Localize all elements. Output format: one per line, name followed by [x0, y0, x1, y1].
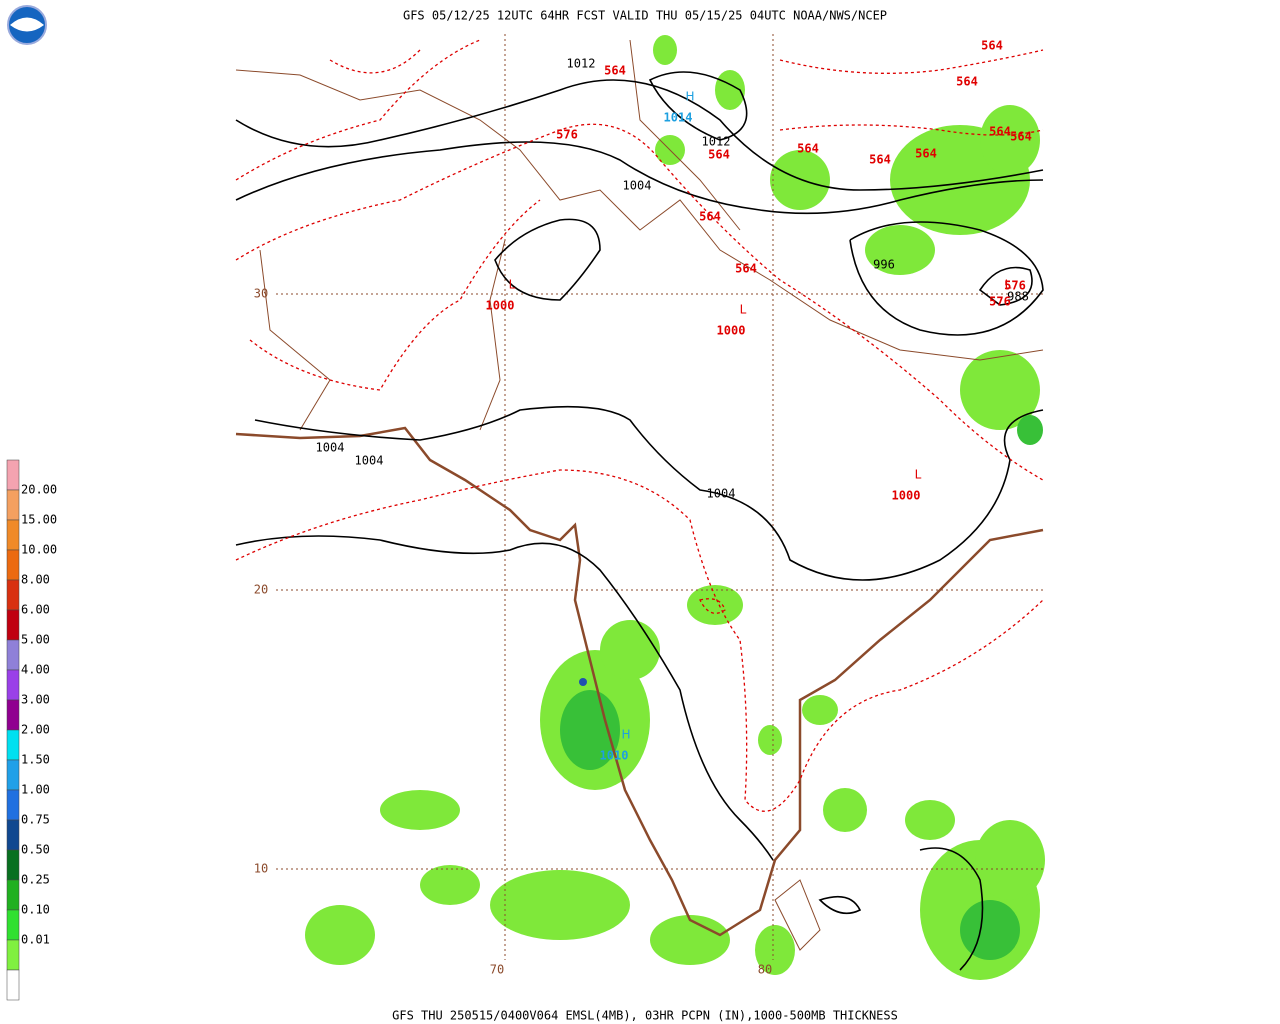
thickness-label: 564: [981, 39, 1003, 53]
legend-label: 6.00: [21, 603, 50, 617]
legend-label: 0.75: [21, 813, 50, 827]
isobar-label: 1004: [707, 487, 736, 501]
thickness-label: 564: [915, 147, 937, 161]
center-symbol: H: [685, 90, 694, 104]
precip: [305, 35, 1045, 980]
center-value: 1000: [486, 299, 515, 313]
legend-label: 20.00: [21, 483, 57, 497]
legend-swatch: [6, 879, 20, 911]
thickness-label: 576: [1004, 279, 1026, 293]
isobar-label: 1004: [623, 179, 652, 193]
legend-label: 1.00: [21, 783, 50, 797]
thickness-label: 564: [604, 64, 626, 78]
labels: 20.00 15.00 10.00 8.00 6.00 5.00 4.00 3.00 2.00 1…: [6, 39, 1032, 1001]
thickness-label: 576: [556, 128, 578, 142]
legend-swatch: [6, 849, 20, 881]
thickness-label: 564: [708, 148, 730, 162]
isobar-label: 996: [873, 258, 895, 272]
legend-swatch: [6, 459, 20, 491]
center-value: 1014: [664, 111, 693, 125]
lon-label: 70: [490, 963, 504, 977]
thickness-label: 564: [735, 262, 757, 276]
legend-label: 15.00: [21, 513, 57, 527]
legend-label: 0.25: [21, 873, 50, 887]
lon-label: 80: [758, 963, 772, 977]
legend-swatch: [6, 759, 20, 791]
legend-swatch: [6, 639, 20, 671]
legend-swatch: [6, 519, 20, 551]
legend-label: 0.01: [21, 933, 50, 947]
thickness-label: 564: [989, 125, 1011, 139]
isobar-label: 1004: [355, 454, 384, 468]
logo: [7, 5, 47, 45]
isobar-label: 1012: [702, 135, 731, 149]
legend-label: 4.00: [21, 663, 50, 677]
center-symbol: L: [915, 468, 922, 482]
legend-label: 5.00: [21, 633, 50, 647]
lat-label: 20: [254, 583, 268, 597]
center-symbol: H: [621, 728, 630, 742]
legend-label: 10.00: [21, 543, 57, 557]
lat-label: 10: [254, 862, 268, 876]
legend-swatch: [6, 489, 20, 521]
center-value: 1000: [892, 489, 921, 503]
map-title: GFS 05/12/25 12UTC 64HR FCST VALID THU 0…: [403, 9, 887, 23]
legend-swatch: [6, 789, 20, 821]
thickness-label: 576: [989, 295, 1011, 309]
legend-label: 1.50: [21, 753, 50, 767]
legend-swatch: [6, 969, 20, 1001]
legend-swatch: [6, 609, 20, 641]
legend-label: 3.00: [21, 693, 50, 707]
legend-swatch: [6, 729, 20, 761]
legend-swatch: [6, 549, 20, 581]
thickness-label: 564: [1010, 130, 1032, 144]
isobar-label: 1004: [316, 441, 345, 455]
legend-swatch: [6, 819, 20, 851]
map-caption: GFS THU 250515/0400V064 EMSL(4MB), 03HR …: [392, 1009, 898, 1023]
legend-swatch: [6, 939, 20, 971]
isobar-label: 1012: [567, 57, 596, 71]
center-symbol: L: [740, 303, 747, 317]
legend-label: 0.10: [21, 903, 50, 917]
legend-label: 0.50: [21, 843, 50, 857]
center-symbol: L: [509, 278, 516, 292]
center-symbol: L: [1005, 278, 1012, 292]
legend-label: 8.00: [21, 573, 50, 587]
isobar-label: 988: [1007, 290, 1029, 304]
legend-swatch: [6, 699, 20, 731]
legend-label: 2.00: [21, 723, 50, 737]
thickness-label: 564: [699, 210, 721, 224]
legend-swatch: [6, 669, 20, 701]
center-value: 1010: [600, 749, 629, 763]
map-area: [235, 34, 1045, 980]
legend-swatch: [6, 909, 20, 941]
thickness-label: 564: [956, 75, 978, 89]
center-value: 1000: [717, 324, 746, 338]
legend-swatch: [6, 579, 20, 611]
thickness-label: 564: [869, 153, 891, 167]
thickness-label: 564: [797, 142, 819, 156]
lat-label: 30: [254, 287, 268, 301]
